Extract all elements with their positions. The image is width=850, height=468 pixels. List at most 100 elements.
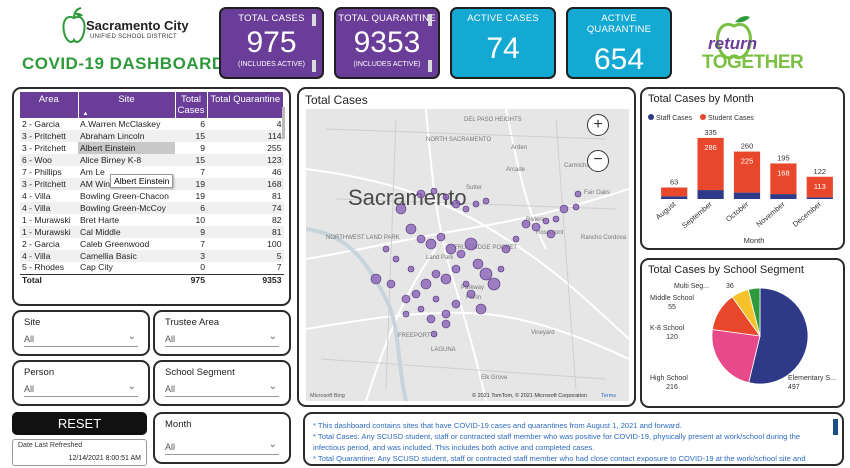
- map-site-marker[interactable]: [572, 203, 580, 211]
- map-site-marker[interactable]: [464, 237, 478, 251]
- map-site-marker[interactable]: [497, 265, 505, 273]
- map-site-marker[interactable]: [574, 190, 582, 198]
- map-site-marker[interactable]: [559, 204, 569, 214]
- map-site-marker[interactable]: [451, 299, 461, 309]
- map-site-marker[interactable]: [479, 267, 493, 281]
- map-site-marker[interactable]: [512, 235, 520, 243]
- map-site-marker[interactable]: [417, 305, 425, 313]
- map-site-marker[interactable]: [521, 219, 531, 229]
- map-site-marker[interactable]: [416, 189, 426, 199]
- table-row[interactable]: 2 - Garcia Caleb Greenwood 7 100: [20, 238, 284, 250]
- table-row[interactable]: 2 - Garcia A.Warren McClaskey 6 4: [20, 118, 284, 130]
- zoom-out-button[interactable]: −: [587, 150, 609, 172]
- map-site-marker[interactable]: [411, 289, 421, 299]
- legend-label: Student Cases: [708, 115, 754, 122]
- segment-dropdown[interactable]: All ⌄: [165, 381, 279, 397]
- map-site-marker[interactable]: [382, 245, 390, 253]
- map-site-marker[interactable]: [552, 215, 560, 223]
- map-site-marker[interactable]: [501, 244, 511, 254]
- cell-total-cases: 15: [175, 130, 207, 142]
- map-site-marker[interactable]: [395, 203, 407, 215]
- map-site-marker[interactable]: [542, 217, 550, 225]
- bar-student[interactable]: [733, 151, 761, 193]
- map-site-marker[interactable]: [431, 269, 441, 279]
- table-row[interactable]: 4 - Villa Bowling Green-Chacon 19 81: [20, 190, 284, 202]
- map-site-marker[interactable]: [456, 249, 466, 259]
- map-site-marker[interactable]: [472, 200, 480, 208]
- map-site-marker[interactable]: [430, 330, 438, 338]
- map-site-marker[interactable]: [441, 319, 451, 329]
- map-site-marker[interactable]: [392, 255, 400, 263]
- map-site-marker[interactable]: [416, 234, 426, 244]
- map-site-marker[interactable]: [405, 223, 417, 235]
- map-site-marker[interactable]: [472, 258, 484, 270]
- map-site-marker[interactable]: [425, 238, 437, 250]
- filter-person[interactable]: Person All ⌄: [12, 360, 150, 406]
- map-site-marker[interactable]: [401, 294, 411, 304]
- map-site-marker[interactable]: [441, 309, 451, 319]
- map-site-marker[interactable]: [407, 265, 415, 273]
- bar-student[interactable]: [661, 187, 688, 197]
- bar-student[interactable]: [806, 176, 833, 198]
- table-row[interactable]: 6 - Woo Alice Birney K-8 15 123: [20, 154, 284, 166]
- map-site-marker[interactable]: [420, 278, 432, 290]
- pie-slice[interactable]: [747, 287, 761, 337]
- table-scrollbar[interactable]: [282, 107, 285, 139]
- column-header-site[interactable]: Site ▲: [78, 92, 176, 118]
- month-dropdown[interactable]: All ⌄: [165, 439, 279, 455]
- map-site-marker[interactable]: [451, 199, 461, 209]
- map-site-marker[interactable]: [466, 289, 476, 299]
- map-site-marker[interactable]: [402, 310, 410, 318]
- table-row[interactable]: 7 - Phillips Am Le 7 46: [20, 166, 284, 178]
- column-header-total-cases[interactable]: Total Cases: [175, 92, 208, 118]
- map-site-marker[interactable]: [386, 279, 396, 289]
- map-site-marker[interactable]: [436, 232, 446, 242]
- map-site-marker[interactable]: [451, 264, 461, 274]
- column-header-total-quarantine[interactable]: Total Quarantine: [207, 92, 284, 118]
- reset-button[interactable]: RESET: [12, 412, 147, 435]
- filter-site[interactable]: Site All ⌄: [12, 310, 150, 356]
- pie-slice[interactable]: [711, 329, 761, 384]
- table-row[interactable]: 1 - Murawski Bret Harte 10 82: [20, 214, 284, 226]
- bar-staff[interactable]: [697, 190, 724, 199]
- map-site-marker[interactable]: [426, 314, 436, 324]
- map-site-marker[interactable]: [442, 193, 450, 201]
- map-site-marker[interactable]: [475, 303, 487, 315]
- map-site-marker[interactable]: [370, 273, 382, 285]
- map-site-marker[interactable]: [462, 205, 470, 213]
- filter-school-segment[interactable]: School Segment All ⌄: [153, 360, 291, 406]
- person-dropdown[interactable]: All ⌄: [24, 381, 138, 397]
- map-site-marker[interactable]: [487, 277, 501, 291]
- column-header-area[interactable]: Area: [20, 92, 79, 118]
- filter-month[interactable]: Month All ⌄: [153, 412, 291, 464]
- table-row[interactable]: 1 - Murawski Cal Middle 9 81: [20, 226, 284, 238]
- map-terms-link[interactable]: Terms: [601, 393, 616, 399]
- map-site-marker[interactable]: [440, 273, 452, 285]
- pie-slice[interactable]: [748, 287, 809, 385]
- map-site-marker[interactable]: [445, 243, 457, 255]
- map-site-marker[interactable]: [531, 222, 541, 232]
- bar-staff[interactable]: [733, 192, 761, 199]
- bar-staff[interactable]: [806, 197, 833, 199]
- table-row[interactable]: 3 - Pritchett Abraham Lincoln 15 114: [20, 130, 284, 142]
- map-site-marker[interactable]: [546, 229, 556, 239]
- zoom-in-button[interactable]: +: [587, 114, 609, 136]
- notes-scrollbar[interactable]: [833, 419, 838, 435]
- trustee-dropdown[interactable]: All ⌄: [165, 331, 279, 347]
- bar-student[interactable]: [697, 137, 724, 191]
- filter-trustee-area[interactable]: Trustee Area All ⌄: [153, 310, 291, 356]
- map-site-marker[interactable]: [430, 187, 438, 195]
- bar-student[interactable]: [770, 163, 797, 195]
- map-place-label: LAGUNA: [431, 347, 456, 353]
- bar-staff[interactable]: [661, 196, 688, 199]
- table-row[interactable]: 3 - Pritchett Albert Einstein 9 255: [20, 142, 284, 154]
- bar-staff[interactable]: [770, 194, 797, 199]
- site-dropdown[interactable]: All ⌄: [24, 331, 138, 347]
- map-site-marker[interactable]: [432, 295, 440, 303]
- table-row[interactable]: 4 - Villa Bowling Green-McCoy 6 74: [20, 202, 284, 214]
- table-row[interactable]: 4 - Villa Camellia Basic 3 5: [20, 250, 284, 262]
- map-site-marker[interactable]: [482, 197, 490, 205]
- table-row[interactable]: 5 - Rhodes Cap City 0 7: [20, 262, 284, 274]
- map-site-marker[interactable]: [462, 280, 470, 288]
